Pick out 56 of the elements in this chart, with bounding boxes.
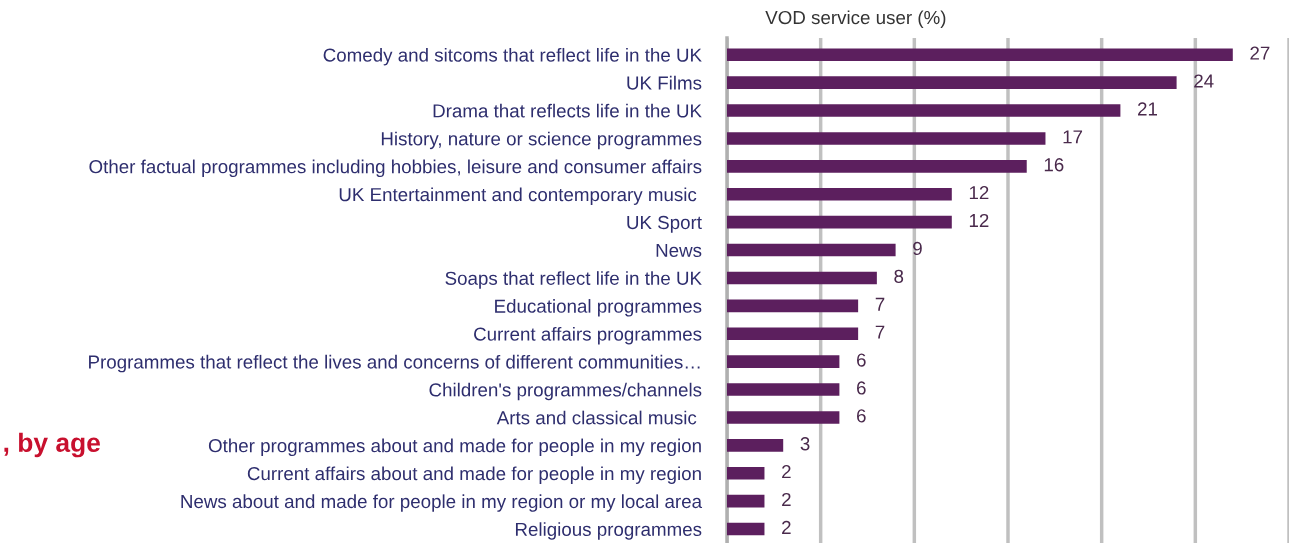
- bar: [727, 48, 1233, 62]
- data-label: 24: [1194, 74, 1214, 88]
- data-label: 2: [782, 492, 791, 506]
- bar: [727, 522, 765, 536]
- data-label: 12: [969, 186, 989, 200]
- y-tick-label: Comedy and sitcoms that reflect life in the UK: [323, 47, 702, 66]
- y-tick-label: History, nature or science programmes: [381, 131, 702, 150]
- y-tick-label: Religious programmes: [515, 522, 702, 540]
- data-label: 17: [1063, 130, 1083, 144]
- y-tick-label: UK Entertainment and contemporary music: [339, 187, 697, 205]
- data-label: 9: [913, 241, 922, 256]
- bar: [727, 299, 859, 313]
- text: , by age: [4, 432, 100, 458]
- data-label: 21: [1138, 102, 1158, 116]
- data-label: 8: [894, 269, 904, 283]
- bar: [727, 383, 840, 396]
- data-label: 3: [800, 437, 810, 451]
- bar: [727, 494, 765, 508]
- y-tick-label: Arts and classical music: [496, 410, 697, 425]
- data-label: 2: [782, 465, 791, 479]
- data-label: 6: [857, 381, 866, 395]
- bar: [727, 411, 840, 424]
- y-tick-label: Programmes that reflect the lives and concerns of different communities…: [89, 354, 700, 373]
- y-tick-label: UK Sport: [627, 215, 702, 233]
- bar: [727, 271, 877, 285]
- data-label: 12: [969, 213, 989, 227]
- bar: [727, 215, 952, 229]
- bar: [727, 160, 1027, 173]
- data-label: 16: [1044, 158, 1064, 172]
- bar: [727, 243, 896, 257]
- data-label: 27: [1250, 46, 1270, 60]
- bar: [727, 327, 859, 341]
- y-tick-label: Current affairs programmes: [474, 326, 702, 345]
- data-label: 7: [875, 297, 885, 311]
- y-tick-label: News: [656, 243, 702, 258]
- data-label: 6: [857, 409, 866, 423]
- y-tick-label: Educational programmes: [495, 299, 702, 317]
- bar: [727, 466, 765, 480]
- y-tick-label: News about and made for people in my region or my local area: [181, 494, 703, 512]
- data-label: 7: [875, 325, 885, 339]
- bar: [727, 439, 784, 452]
- bar: [727, 132, 1046, 145]
- data-label: 6: [857, 353, 866, 367]
- y-tick-label: Other programmes about and made for people in my region: [208, 438, 701, 457]
- y-tick-label: Other factual programmes including hobbies, leisure and consumer affairs: [89, 159, 702, 178]
- bar: [727, 187, 952, 201]
- bar: [727, 76, 1177, 89]
- bar: [727, 104, 1121, 117]
- chart-title: VOD service user (%): [765, 10, 946, 28]
- y-tick-label: Drama that reflects life in the UK: [433, 103, 702, 118]
- y-tick-label: Children's programmes/channels: [429, 382, 702, 401]
- bar: [727, 355, 840, 368]
- data-label: 2: [782, 520, 791, 534]
- y-tick-label: Current affairs about and made for people in my region: [247, 466, 701, 484]
- y-tick-label: UK Films: [627, 75, 702, 90]
- y-tick-label: Soaps that reflect life in the UK: [445, 271, 702, 289]
